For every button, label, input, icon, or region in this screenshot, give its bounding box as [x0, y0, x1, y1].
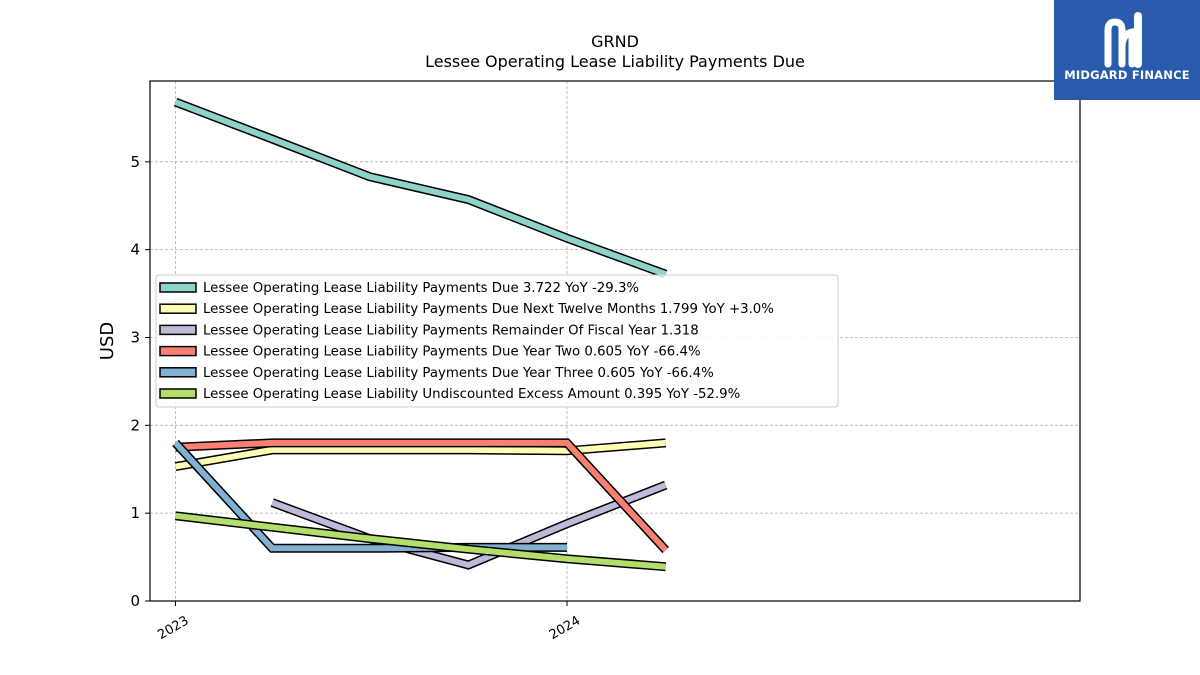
- x-tick-label: 2024: [547, 613, 583, 643]
- legend-entry: Lessee Operating Lease Liability Payment…: [203, 366, 714, 381]
- x-axis-ticks: 2023 2024: [155, 601, 583, 643]
- chart-title: GRND: [591, 32, 639, 51]
- series-line: [271, 482, 667, 569]
- y-tick-label: 1: [130, 504, 140, 522]
- series-lines: [172, 97, 670, 572]
- chart-subtitle: Lessee Operating Lease Liability Payment…: [425, 52, 805, 71]
- legend-box: [155, 274, 839, 408]
- legend-entry: Lessee Operating Lease Liability Payment…: [203, 302, 774, 317]
- y-tick-label: 2: [130, 416, 140, 434]
- y-tick-label: 0: [130, 592, 140, 610]
- legend-swatch: [159, 324, 197, 336]
- series-line: [175, 439, 668, 553]
- y-tick-label: 5: [130, 153, 140, 171]
- y-axis-ticks: 0 1 2 3 4 5: [130, 153, 150, 610]
- y-tick-label: 4: [130, 241, 140, 259]
- legend-entry: Lessee Operating Lease Liability Payment…: [203, 345, 701, 360]
- legend-entry: Lessee Operating Lease Liability Payment…: [203, 323, 699, 338]
- x-tick-label: 2023: [155, 613, 191, 643]
- series-line: [173, 440, 567, 552]
- legend-swatch: [159, 282, 197, 293]
- legend-swatch: [159, 303, 197, 314]
- series-line: [174, 99, 667, 278]
- series-line-outline: [175, 438, 670, 554]
- legend: Lessee Operating Lease Liability Payment…: [155, 274, 839, 408]
- plot-frame: [149, 80, 1081, 602]
- series-line: [174, 439, 666, 470]
- legend-swatch: [159, 345, 197, 357]
- y-tick-label: 3: [130, 328, 140, 346]
- brand-name: MIDGARD FINANCE: [1064, 68, 1190, 82]
- brand-logo: MIDGARD FINANCE: [1054, 0, 1200, 100]
- legend-swatch: [159, 367, 197, 378]
- legend-entry: Lessee Operating Lease Liability Undisco…: [203, 387, 740, 402]
- legend-swatch: [159, 388, 197, 399]
- y-axis-label: USD: [97, 322, 118, 360]
- legend-entry: Lessee Operating Lease Liability Payment…: [203, 281, 639, 296]
- series-line: [175, 512, 666, 570]
- stylized-m-logo-icon: [1104, 12, 1142, 68]
